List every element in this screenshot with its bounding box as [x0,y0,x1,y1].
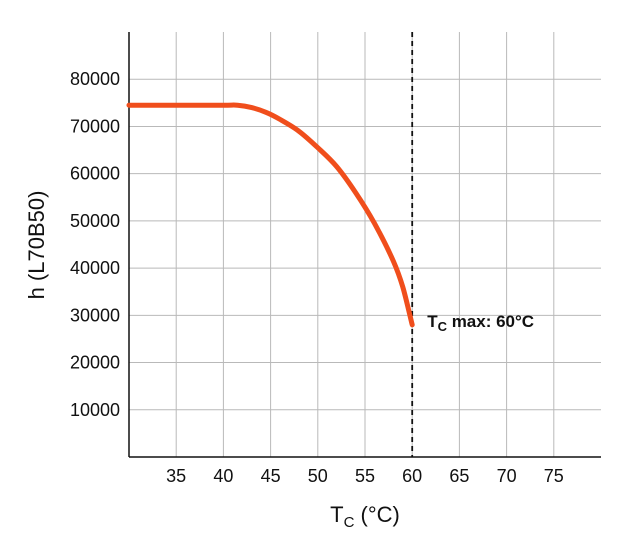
x-axis-title: TC (°C) [330,502,400,531]
x-tick-label: 35 [166,466,186,486]
y-tick-label: 80000 [70,69,120,89]
y-tick-label: 40000 [70,258,120,278]
grid [129,32,601,457]
annotation-rest: max: 60°C [447,312,534,331]
y-tick-label: 20000 [70,353,120,373]
x-axis-title-subscript: C [344,514,355,531]
tc-max-annotation: TC max: 60°C [427,312,534,334]
y-tick-label: 30000 [70,305,120,325]
x-tick-label: 70 [497,466,517,486]
annotation-subscript: C [438,319,448,334]
x-tick-label: 60 [402,466,422,486]
x-tick-labels: 35 40 45 50 55 60 65 70 75 [166,466,564,486]
y-tick-labels: 10000 20000 30000 40000 50000 60000 70000 80000 [70,69,120,420]
y-tick-label: 50000 [70,211,120,231]
y-tick-label: 10000 [70,400,120,420]
lifetime-curve [126,102,415,328]
y-tick-label: 60000 [70,164,120,184]
x-tick-label: 45 [261,466,281,486]
annotation-main: T [427,312,438,331]
x-tick-label: 65 [449,466,469,486]
x-axis-title-unit: (°C) [354,502,399,527]
x-tick-label: 55 [355,466,375,486]
x-axis-title-main: T [330,502,343,527]
x-tick-label: 40 [213,466,233,486]
y-tick-label: 70000 [70,116,120,136]
x-tick-label: 75 [544,466,564,486]
x-tick-label: 50 [308,466,328,486]
y-axis-title: h (L70B50) [24,191,49,300]
